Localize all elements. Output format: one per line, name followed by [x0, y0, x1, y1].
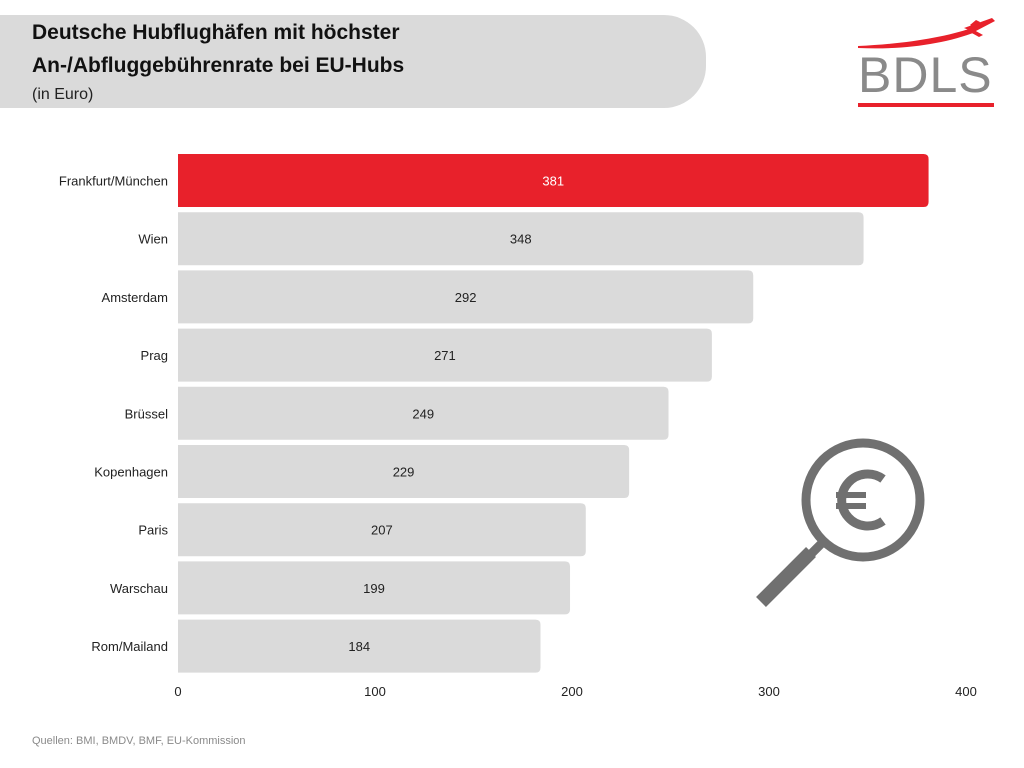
bar	[178, 386, 669, 440]
x-tick-label: 100	[364, 684, 386, 699]
bar	[178, 212, 864, 266]
airplane-icon	[858, 18, 995, 107]
bar	[178, 503, 586, 557]
data-label: 229	[393, 465, 415, 480]
data-label: 381	[542, 174, 564, 189]
magnifier-euro-icon	[756, 438, 925, 607]
category-label: Rom/Mailand	[91, 639, 168, 654]
data-label: 249	[412, 406, 434, 421]
bar-chart: Frankfurt/München 381 Wien 348 Amsterdam 292 P…	[59, 154, 977, 699]
category-label: Kopenhagen	[94, 465, 168, 480]
data-label: 199	[363, 581, 385, 596]
data-label: 292	[455, 290, 477, 305]
x-tick-label: 0	[174, 684, 181, 699]
bar	[178, 328, 712, 382]
category-label: Paris	[138, 523, 168, 538]
logo-text: BDLS	[858, 47, 993, 103]
category-label: Warschau	[110, 581, 168, 596]
bar	[178, 270, 754, 324]
category-label: Amsterdam	[102, 290, 168, 305]
chart-subtitle: (in Euro)	[32, 86, 94, 103]
x-tick-label: 400	[955, 684, 977, 699]
chart-title-line-1: Deutsche Hubflughäfen mit höchster	[32, 21, 400, 44]
data-label: 348	[510, 232, 532, 247]
data-label: 207	[371, 523, 393, 538]
data-label: 271	[434, 348, 456, 363]
source-note: Quellen: BMI, BMDV, BMF, EU-Kommission	[32, 735, 246, 747]
x-tick-label: 300	[758, 684, 780, 699]
bar	[178, 154, 929, 207]
x-tick-label: 200	[561, 684, 583, 699]
title-banner	[0, 15, 706, 108]
category-label: Brüssel	[125, 406, 168, 421]
category-label: Prag	[141, 348, 168, 363]
bar	[178, 561, 571, 615]
data-label: 184	[348, 639, 370, 654]
bar	[178, 619, 541, 673]
chart-title-line-2: An-/Abfluggebührenrate bei EU-Hubs	[32, 54, 405, 77]
category-label: Wien	[138, 232, 168, 247]
category-label: Frankfurt/München	[59, 174, 168, 189]
bar	[178, 445, 630, 498]
